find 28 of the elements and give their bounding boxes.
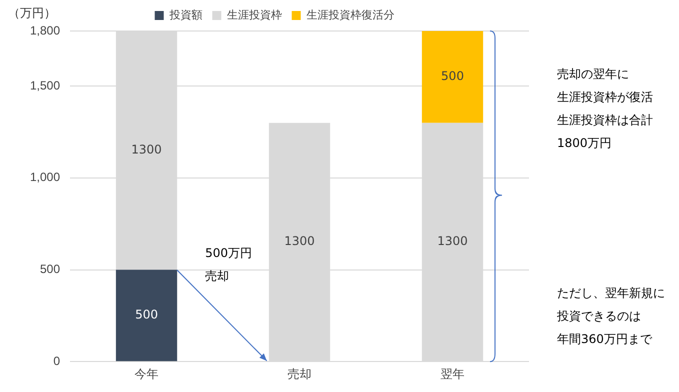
- y-tick-label: 1,800: [30, 23, 60, 38]
- legend-label: 生涯投資枠復活分: [306, 8, 394, 22]
- text: 年間360万円まで: [557, 330, 652, 348]
- y-tick-label: 0: [53, 354, 60, 368]
- annotation: 売却: [205, 268, 230, 286]
- x-tick-label: 売却: [288, 367, 312, 382]
- text: 1800万円: [557, 135, 612, 152]
- data-label: 1300: [131, 142, 162, 157]
- x-tick-label: 今年: [134, 367, 159, 382]
- text: 生涯投資枠は合計: [557, 112, 653, 129]
- data-label: 1300: [284, 234, 315, 248]
- data-label: 1300: [437, 234, 468, 248]
- text: ただし、翌年新規に: [557, 284, 665, 302]
- legend-label: 生涯投資枠: [226, 8, 282, 22]
- text: 生涯投資枠が復活: [557, 89, 653, 106]
- y-axis-title: （万円）: [8, 5, 56, 22]
- y-tick-label: 500: [40, 262, 60, 276]
- data-label: 500: [441, 69, 464, 84]
- legend-label: 投資額: [168, 8, 202, 22]
- bar: [116, 270, 178, 362]
- data-label: 500: [135, 308, 158, 322]
- bar: [422, 31, 484, 123]
- x-tick-label: 翌年: [440, 367, 465, 382]
- y-tick-label: 1,000: [30, 170, 60, 184]
- y-tick-label: 1,500: [30, 78, 60, 92]
- annotation: 500万円: [205, 245, 252, 262]
- text: 投資できるのは: [557, 308, 641, 325]
- text: 売却の翌年に: [557, 66, 629, 83]
